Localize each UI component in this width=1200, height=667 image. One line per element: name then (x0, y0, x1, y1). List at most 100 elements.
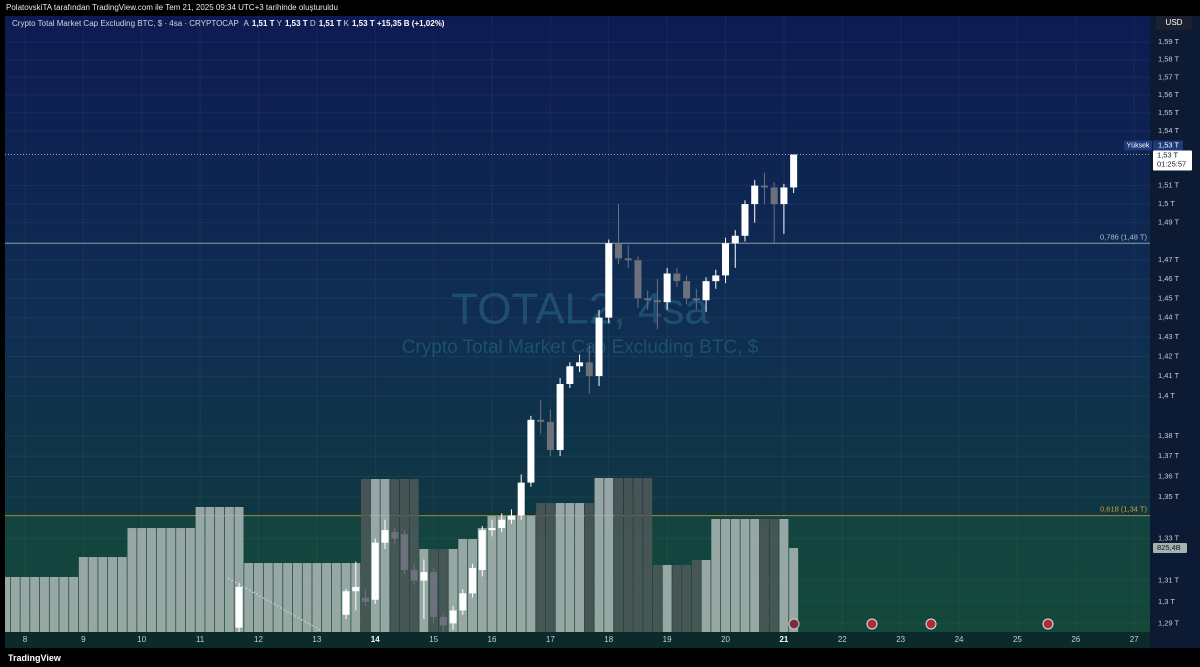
x-tick-label: 14 (371, 635, 380, 644)
x-tick-label: 18 (604, 635, 613, 644)
symbol-legend: Crypto Total Market Cap Excluding BTC, $… (12, 19, 447, 28)
candle-body (410, 570, 418, 581)
y-tick-label: 1,44 T (1158, 313, 1180, 322)
candle-body (478, 530, 486, 571)
x-tick-label: 20 (721, 635, 730, 644)
candle-body (469, 567, 477, 594)
volume-bar (789, 548, 799, 632)
candle-body (488, 528, 496, 531)
candle-body (731, 235, 739, 244)
y-tick-label: 1,55 T (1158, 108, 1180, 117)
candle-body (614, 243, 622, 259)
volume-bar (409, 479, 419, 632)
volume-bar (117, 557, 127, 632)
y-tick-label: 1,43 T (1158, 332, 1180, 341)
fib-label: 0,786 (1,48 T) (1100, 232, 1147, 241)
volume-bar (195, 506, 205, 632)
volume-bar (5, 576, 10, 632)
currency[interactable]: USD (1156, 16, 1192, 30)
event-icon[interactable] (788, 618, 800, 630)
candle-body (663, 273, 671, 303)
volume-bar (205, 506, 215, 632)
candle-body (527, 419, 535, 483)
candle-body (342, 591, 350, 615)
event-icons (788, 618, 1054, 630)
volume-bar (166, 528, 176, 632)
candle-body (362, 597, 370, 602)
event-icon[interactable] (925, 618, 937, 630)
volume-bar (682, 564, 692, 632)
high-value-box (1153, 140, 1183, 151)
candle-body (712, 275, 720, 282)
ohlc-value: 1,53 T (351, 19, 375, 28)
volume-label-box (1153, 543, 1187, 554)
candle-body (449, 610, 457, 624)
x-tick-label: 22 (838, 635, 847, 644)
candle-body (751, 185, 759, 205)
volume-bar (779, 518, 789, 632)
y-tick-label: 1,37 T (1158, 451, 1180, 460)
volume-bar (769, 518, 779, 632)
volume-bar (146, 528, 156, 632)
high-label: Yüksek (1127, 142, 1150, 149)
candle-body (702, 281, 710, 301)
x-tick-label: 23 (896, 635, 905, 644)
candle-body (381, 530, 389, 543)
candle-body (634, 260, 642, 299)
candle-body (595, 317, 603, 377)
price-axis (1150, 16, 1200, 648)
volume-bar (565, 503, 575, 632)
top-bar (0, 0, 1200, 16)
event-icon[interactable] (866, 618, 878, 630)
candle-body (352, 586, 360, 592)
volume-bar (545, 503, 555, 632)
volume-bar (730, 518, 740, 632)
candle-body (546, 421, 554, 451)
y-tick-label: 1,3 T (1158, 597, 1175, 606)
ohlc-value: 1,53 T (284, 19, 308, 28)
x-tick-label: 11 (196, 635, 205, 644)
volume-bar (322, 563, 332, 632)
candle-body (235, 586, 243, 628)
volume-bar (10, 576, 20, 632)
volume-bar (49, 576, 59, 632)
high-value-label: 1,53 T (1158, 140, 1180, 149)
logo: TradingView (8, 653, 61, 663)
candle-body (439, 616, 447, 626)
volume-bar (292, 563, 302, 632)
volume-bar (516, 516, 526, 632)
y-tick-label: 1,59 T (1158, 37, 1180, 46)
y-tick-label: 1,54 T (1158, 126, 1180, 135)
volume-bar (721, 518, 731, 632)
volume-bar (127, 528, 137, 632)
volume-bar (273, 563, 283, 632)
y-tick-label: 1,38 T (1158, 431, 1180, 440)
volume-bar (253, 563, 263, 632)
candle-body (459, 593, 467, 611)
candle-body (507, 515, 515, 520)
volume-bar (448, 548, 458, 632)
volume-bar (672, 564, 682, 632)
trend-drawing (227, 577, 321, 631)
volume-bar (584, 503, 594, 632)
x-tick-label: 12 (254, 635, 263, 644)
volume-bar (361, 479, 371, 632)
y-tick-label: 1,57 T (1158, 72, 1180, 81)
fib-label: 0,618 (1,34 T) (1100, 505, 1147, 514)
event-icon[interactable] (1042, 618, 1054, 630)
volume-bar (701, 559, 711, 632)
candle-body (556, 383, 564, 451)
candle-body (760, 185, 768, 188)
volume-bar (662, 564, 672, 632)
y-tick-label: 1,58 T (1158, 55, 1180, 64)
time-axis (5, 632, 1150, 648)
volume-bar (88, 557, 98, 632)
volume-bar (750, 518, 760, 632)
y-tick-label: 1,49 T (1158, 218, 1180, 227)
y-tick-label: 1,33 T (1158, 533, 1180, 542)
y-tick-label: 1,5 T (1158, 199, 1175, 208)
candle-body (371, 542, 379, 600)
volume-bar (604, 478, 614, 632)
